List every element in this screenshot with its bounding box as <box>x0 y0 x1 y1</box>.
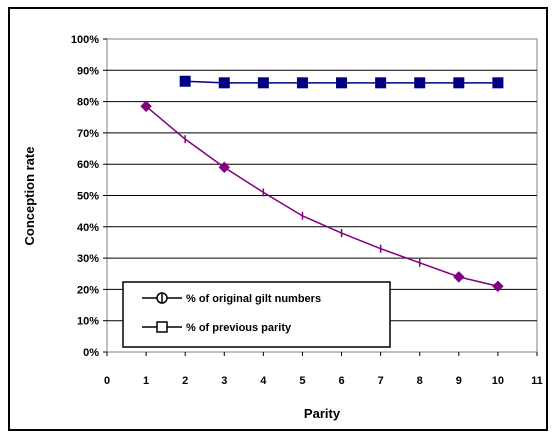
x-tick-label: 5 <box>299 375 305 387</box>
y-tick-label: 40% <box>77 222 99 234</box>
x-axis-title: Parity <box>304 406 341 421</box>
series-layer <box>140 75 504 292</box>
x-tick-label: 8 <box>417 375 423 387</box>
y-tick-label: 20% <box>77 284 99 296</box>
series-line <box>145 105 499 287</box>
legend-label: % of previous parity <box>186 322 292 334</box>
data-point <box>257 77 269 89</box>
data-point <box>296 77 308 89</box>
y-tick-label: 70% <box>77 128 99 140</box>
x-tick-label: 7 <box>378 375 384 387</box>
x-tick-label: 10 <box>492 375 504 387</box>
legend-label: % of original gilt numbers <box>186 293 321 305</box>
legend-entries: % of original gilt numbers % of previous … <box>142 292 321 334</box>
series-2 <box>179 75 504 89</box>
y-axis-ticks: 0% 10% 20% 30% 40% 50% 60% 70% 80% 90% 100% <box>71 34 107 359</box>
x-tick-label: 1 <box>143 375 149 387</box>
data-point <box>218 161 230 174</box>
x-tick-label: 3 <box>221 375 227 387</box>
data-point <box>453 77 465 89</box>
x-tick-label: 2 <box>182 375 188 387</box>
x-tick-label: 6 <box>338 375 344 387</box>
legend-entry-2: % of previous parity <box>142 321 292 334</box>
y-tick-label: 80% <box>77 97 99 109</box>
data-point <box>453 271 465 283</box>
x-tick-label: 4 <box>260 375 267 387</box>
x-tick-label: 9 <box>456 375 462 387</box>
data-point <box>492 280 504 292</box>
data-point <box>414 77 426 89</box>
legend: % of original gilt numbers % of previous … <box>122 281 391 348</box>
x-tick-label: 0 <box>104 375 110 387</box>
data-point <box>179 75 191 87</box>
data-point <box>140 100 152 113</box>
legend-entry-1: % of original gilt numbers <box>142 292 321 305</box>
y-tick-label: 60% <box>77 159 99 171</box>
x-axis-ticks: 0 1 2 3 4 5 6 7 8 9 10 11 <box>104 352 543 387</box>
y-tick-label: 100% <box>71 34 99 46</box>
y-tick-label: 50% <box>77 191 99 203</box>
data-point <box>336 77 348 89</box>
y-tick-label: 0% <box>83 347 99 359</box>
legend-box <box>122 281 391 348</box>
y-tick-label: 10% <box>77 316 99 328</box>
data-point <box>218 77 230 89</box>
y-axis-title: Conception rate <box>22 147 37 246</box>
x-tick-label: 11 <box>531 375 543 387</box>
y-tick-label: 30% <box>77 253 99 265</box>
chart-frame <box>8 7 548 431</box>
gridlines <box>107 69 537 322</box>
data-point <box>492 77 504 89</box>
data-point <box>375 77 387 89</box>
legend-marker <box>156 321 168 333</box>
y-tick-label: 90% <box>77 65 99 77</box>
series-1 <box>140 100 504 292</box>
